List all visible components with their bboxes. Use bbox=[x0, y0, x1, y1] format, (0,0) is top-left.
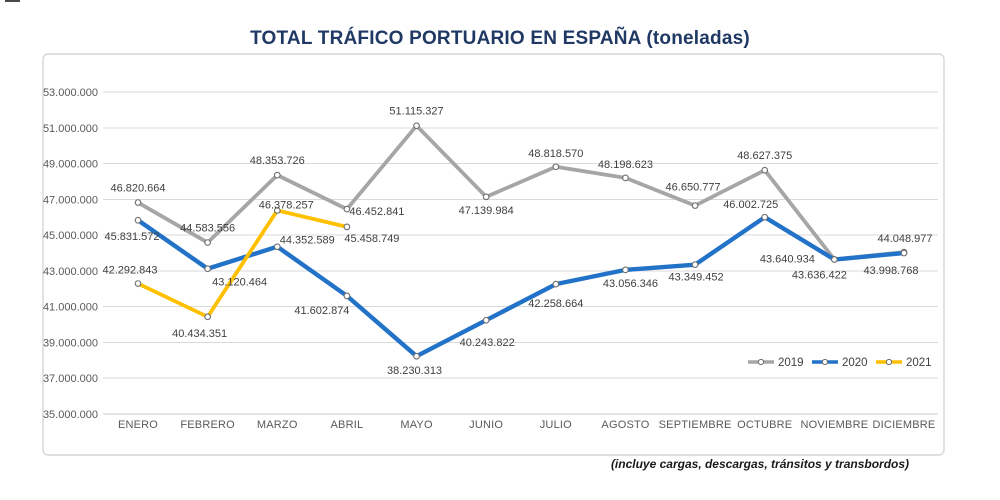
data-point-marker-2019 bbox=[691, 202, 699, 209]
data-point-marker-2019 bbox=[622, 174, 629, 182]
data-label-2019: 44.048.977 bbox=[877, 233, 932, 245]
data-label-2019: 48.353.726 bbox=[250, 155, 305, 167]
y-axis-tick-label: 45.000.000 bbox=[43, 230, 98, 242]
data-point-marker-2020 bbox=[273, 243, 281, 251]
data-point-marker-2020 bbox=[761, 213, 769, 221]
data-label-2020: 46.002.725 bbox=[723, 199, 778, 211]
data-point-marker-2020 bbox=[204, 265, 211, 273]
data-label-2019: 43.640.934 bbox=[760, 253, 815, 265]
data-label-2020: 43.636.422 bbox=[792, 270, 847, 282]
legend-marker-2021 bbox=[885, 358, 893, 366]
y-axis-tick-label: 43.000.000 bbox=[43, 266, 98, 278]
x-axis-month-label: SEPTIEMBRE bbox=[659, 419, 732, 431]
data-point-marker-2021 bbox=[204, 313, 211, 321]
x-axis-month-label: MAYO bbox=[400, 419, 433, 431]
data-point-marker-2019 bbox=[413, 122, 420, 130]
y-axis-tick-label: 47.000.000 bbox=[43, 194, 98, 206]
data-label-2020: 41.602.874 bbox=[294, 305, 349, 317]
data-point-marker-2020 bbox=[622, 266, 629, 274]
legend-label-2020: 2020 bbox=[842, 357, 868, 369]
data-label-2020: 43.120.464 bbox=[212, 277, 267, 289]
legend-label-2021: 2021 bbox=[906, 357, 932, 369]
x-axis-month-label: OCTUBRE bbox=[737, 419, 792, 431]
data-point-marker-2019 bbox=[761, 166, 769, 174]
legend-marker-2020 bbox=[821, 358, 829, 366]
data-point-marker-2019 bbox=[204, 239, 211, 246]
data-label-2019: 46.452.841 bbox=[349, 206, 404, 218]
data-label-2019: 46.820.664 bbox=[110, 183, 165, 195]
data-point-marker-2019 bbox=[134, 199, 142, 206]
x-axis-month-label: JUNIO bbox=[469, 419, 503, 431]
data-label-2020: 45.831.572 bbox=[104, 231, 159, 243]
x-axis-month-label: MARZO bbox=[257, 419, 298, 431]
y-axis-tick-label: 37.000.000 bbox=[43, 373, 98, 385]
data-point-marker-2019 bbox=[552, 163, 560, 171]
y-axis-tick-label: 51.000.000 bbox=[43, 123, 98, 135]
y-axis-tick-label: 53.000.000 bbox=[43, 87, 98, 99]
x-axis-month-label: JULIO bbox=[540, 419, 572, 431]
x-axis-month-label: NOVIEMBRE bbox=[800, 419, 868, 431]
screen-edge-artifact bbox=[5, 0, 20, 2]
chart-area-border bbox=[42, 53, 945, 456]
series-line-2019 bbox=[136, 123, 906, 262]
legend-label-2019: 2019 bbox=[778, 357, 804, 369]
legend-marker-2019 bbox=[757, 358, 765, 366]
data-point-marker-2020 bbox=[482, 316, 490, 324]
data-point-marker-2020 bbox=[134, 216, 142, 224]
chart-title: TOTAL TRÁFICO PORTUARIO EN ESPAÑA (tonel… bbox=[250, 28, 750, 49]
data-label-2021: 46.378.257 bbox=[259, 199, 314, 211]
data-label-2020: 43.056.346 bbox=[603, 278, 658, 290]
data-label-2019: 48.818.570 bbox=[528, 148, 583, 160]
y-axis-tick-label: 41.000.000 bbox=[43, 302, 98, 314]
y-axis-tick-label: 39.000.000 bbox=[43, 337, 98, 349]
x-axis-month-label: ABRIL bbox=[331, 419, 364, 431]
y-axis-tick-label: 35.000.000 bbox=[43, 409, 98, 421]
chart-footnote: (incluye cargas, descargas, tránsitos y … bbox=[610, 457, 910, 471]
data-label-2020: 43.998.768 bbox=[863, 265, 918, 277]
data-label-2019: 48.198.623 bbox=[598, 159, 653, 171]
data-point-marker-2019 bbox=[273, 171, 281, 179]
data-label-2019: 51.115.327 bbox=[389, 106, 443, 118]
x-axis-month-label: FEBRERO bbox=[180, 419, 235, 431]
x-axis-month-label: DICIEMBRE bbox=[873, 419, 936, 431]
x-axis-month-label: AGOSTO bbox=[601, 419, 649, 431]
data-label-2020: 38.230.313 bbox=[387, 365, 442, 377]
data-point-marker-2019 bbox=[343, 205, 351, 213]
data-point-marker-2020 bbox=[900, 249, 908, 257]
data-point-marker-2020 bbox=[831, 256, 838, 263]
data-point-marker-2020 bbox=[552, 280, 560, 288]
data-label-2019: 44.583.556 bbox=[180, 223, 235, 235]
data-label-2021: 40.434.351 bbox=[172, 328, 227, 340]
data-label-2019: 46.650.777 bbox=[666, 182, 721, 194]
data-label-2019: 48.627.375 bbox=[737, 150, 792, 162]
data-point-marker-2019 bbox=[482, 193, 490, 201]
data-point-marker-2021 bbox=[134, 280, 142, 287]
data-label-2020: 43.349.452 bbox=[669, 272, 724, 284]
data-point-marker-2020 bbox=[413, 352, 420, 360]
data-label-2019: 47.139.984 bbox=[459, 205, 514, 217]
data-label-2021: 45.458.749 bbox=[344, 233, 399, 245]
data-point-marker-2020 bbox=[691, 261, 699, 268]
data-point-marker-2021 bbox=[343, 223, 351, 231]
x-axis-month-label: ENERO bbox=[118, 419, 158, 431]
data-label-2020: 40.243.822 bbox=[460, 337, 515, 349]
series-line-2020 bbox=[135, 214, 907, 359]
data-label-2020: 44.352.589 bbox=[280, 235, 335, 247]
series-line-2021 bbox=[136, 208, 349, 319]
data-point-marker-2021 bbox=[273, 207, 281, 214]
data-label-2020: 42.258.664 bbox=[528, 298, 583, 310]
y-axis-tick-label: 49.000.000 bbox=[43, 159, 98, 171]
data-label-2021: 42.292.843 bbox=[102, 265, 157, 277]
data-point-marker-2020 bbox=[343, 292, 351, 300]
